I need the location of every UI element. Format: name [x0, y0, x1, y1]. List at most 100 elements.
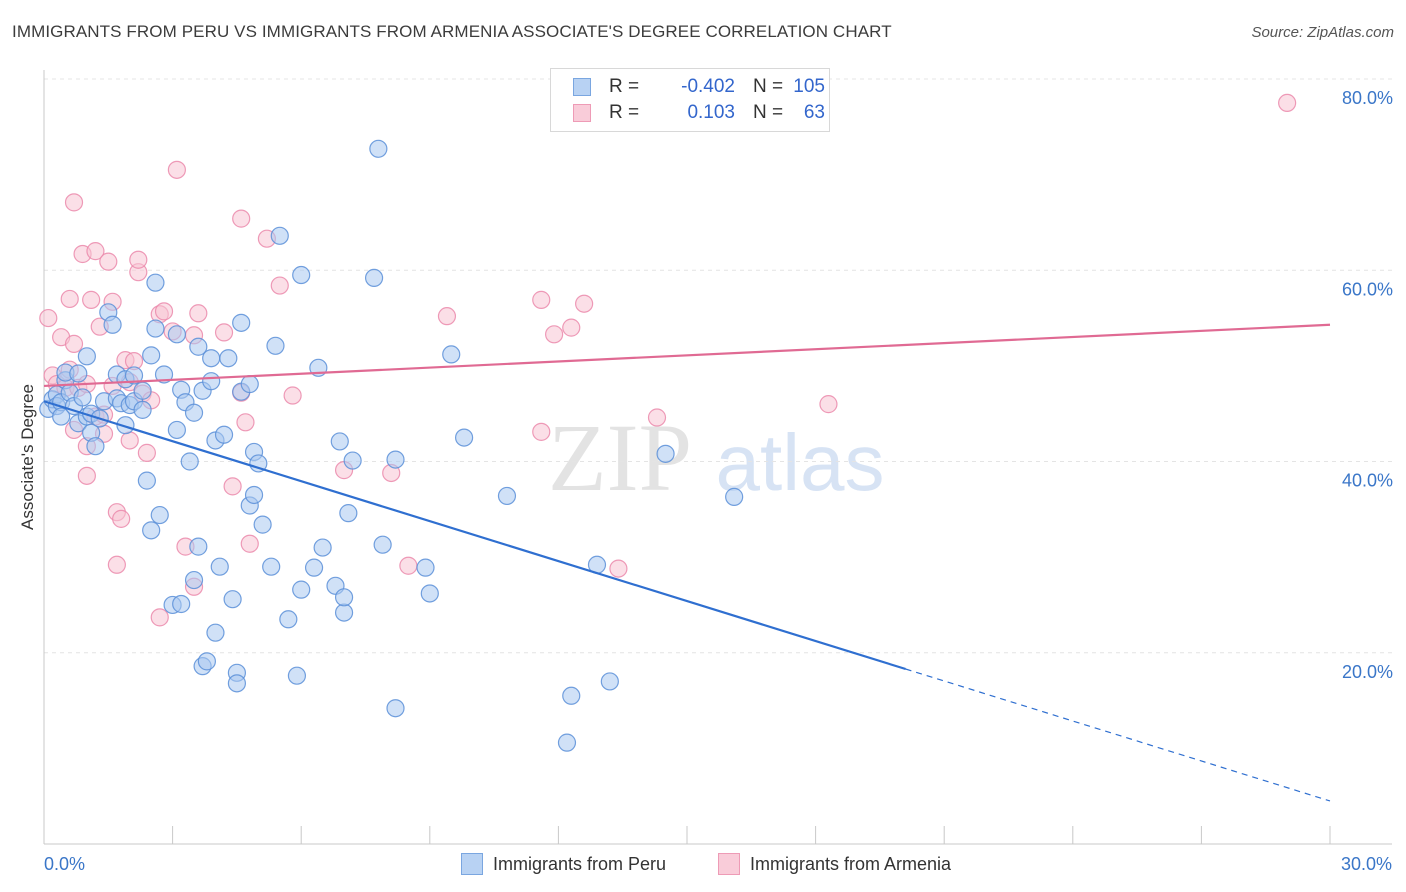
- peru-point: [330, 432, 349, 451]
- peru-point: [334, 588, 354, 607]
- legend-r-label: R =: [609, 76, 640, 97]
- peru-point: [369, 139, 388, 158]
- peru-point: [386, 699, 405, 718]
- peru-point: [227, 674, 246, 693]
- armenia-point: [137, 443, 156, 462]
- armenia-point: [120, 431, 139, 450]
- armenia-point: [232, 209, 251, 228]
- peru-point: [189, 337, 208, 356]
- legend-n-value: 63: [803, 102, 825, 123]
- peru-point: [287, 666, 307, 685]
- armenia-point: [112, 509, 131, 528]
- peru-point: [219, 349, 238, 368]
- peru-point: [133, 381, 152, 400]
- peru-point: [343, 451, 362, 470]
- y-tick-label: 20.0%: [1342, 662, 1393, 682]
- chart-source: Source: ZipAtlas.com: [1251, 24, 1394, 41]
- armenia-point: [399, 556, 418, 575]
- armenia-point: [562, 318, 581, 337]
- peru-point: [146, 319, 165, 338]
- armenia-point: [819, 395, 838, 414]
- armenia-point: [64, 334, 84, 353]
- armenia-point: [64, 193, 84, 212]
- peru-point: [206, 623, 225, 642]
- legend-label-peru: Immigrants from Peru: [493, 854, 667, 874]
- peru-point: [124, 366, 144, 385]
- legend-r-value: 0.103: [687, 102, 735, 123]
- armenia-point: [86, 242, 105, 261]
- peru-point: [189, 537, 208, 556]
- peru-trendline-extension: [905, 668, 1331, 802]
- peru-point: [167, 325, 186, 344]
- peru-point: [150, 505, 169, 525]
- peru-point: [214, 425, 234, 444]
- peru-point: [197, 652, 216, 671]
- x-tick-label-min: 0.0%: [44, 854, 85, 874]
- armenia-point: [575, 294, 594, 313]
- peru-point: [279, 610, 298, 629]
- armenia-point: [167, 160, 186, 179]
- x-ticks: [43, 826, 1331, 844]
- peru-point: [184, 403, 204, 422]
- legend-swatch-peru: [461, 853, 483, 875]
- chart-title: IMMIGRANTS FROM PERU VS IMMIGRANTS FROM …: [12, 22, 892, 41]
- legend-swatch-armenia: [573, 104, 591, 122]
- armenia-point: [223, 477, 242, 496]
- armenia-point: [60, 289, 79, 309]
- peru-point: [137, 471, 156, 490]
- peru-point: [416, 558, 435, 577]
- armenia-point: [647, 408, 667, 427]
- peru-point: [202, 372, 221, 391]
- peru-point: [454, 428, 474, 447]
- peru-point: [223, 590, 242, 609]
- peru-point: [334, 603, 354, 622]
- y-tick-label: 80.0%: [1342, 88, 1393, 108]
- armenia-points: [39, 93, 1297, 627]
- peru-point: [202, 349, 221, 368]
- legend-r-value: -0.402: [681, 76, 735, 97]
- armenia-point: [1278, 93, 1297, 113]
- peru-point: [73, 388, 92, 407]
- peru-point: [420, 584, 439, 603]
- armenia-point: [154, 302, 174, 321]
- peru-point: [270, 226, 289, 245]
- armenia-point: [99, 252, 118, 271]
- correlation-legend: R = -0.402 N = 105 R = 0.103 N = 63: [550, 68, 830, 132]
- axes: [43, 70, 1392, 845]
- peru-point: [339, 504, 358, 523]
- peru-point: [253, 515, 272, 534]
- armenia-point: [214, 323, 234, 342]
- armenia-point: [189, 304, 208, 323]
- armenia-point: [107, 555, 126, 574]
- armenia-point: [283, 386, 302, 405]
- peru-point: [210, 557, 229, 576]
- peru-point: [656, 444, 675, 463]
- armenia-point: [437, 307, 457, 326]
- armenia-point: [150, 608, 169, 627]
- peru-point: [497, 486, 517, 506]
- armenia-point: [532, 422, 551, 441]
- peru-point: [184, 570, 204, 590]
- legend-n-label: N =: [753, 76, 784, 97]
- peru-point: [386, 450, 405, 469]
- armenia-point: [236, 413, 255, 432]
- peru-point: [52, 407, 71, 426]
- peru-point: [69, 364, 88, 383]
- watermark: ZIP atlas: [548, 404, 884, 511]
- peru-point: [142, 346, 161, 365]
- peru-point: [133, 400, 152, 419]
- peru-point: [557, 733, 577, 752]
- peru-point: [304, 558, 324, 577]
- y-tick-label: 40.0%: [1342, 471, 1393, 491]
- watermark-atlas: atlas: [716, 418, 885, 507]
- y-axis-label: Associate's Degree: [18, 384, 37, 530]
- armenia-point: [82, 290, 101, 309]
- peru-point: [292, 580, 311, 599]
- armenia-point: [129, 250, 148, 269]
- peru-point: [240, 374, 259, 394]
- peru-point: [146, 273, 165, 292]
- peru-point: [262, 557, 281, 576]
- armenia-point: [545, 325, 564, 344]
- grid: [44, 78, 1392, 654]
- peru-point: [167, 420, 186, 440]
